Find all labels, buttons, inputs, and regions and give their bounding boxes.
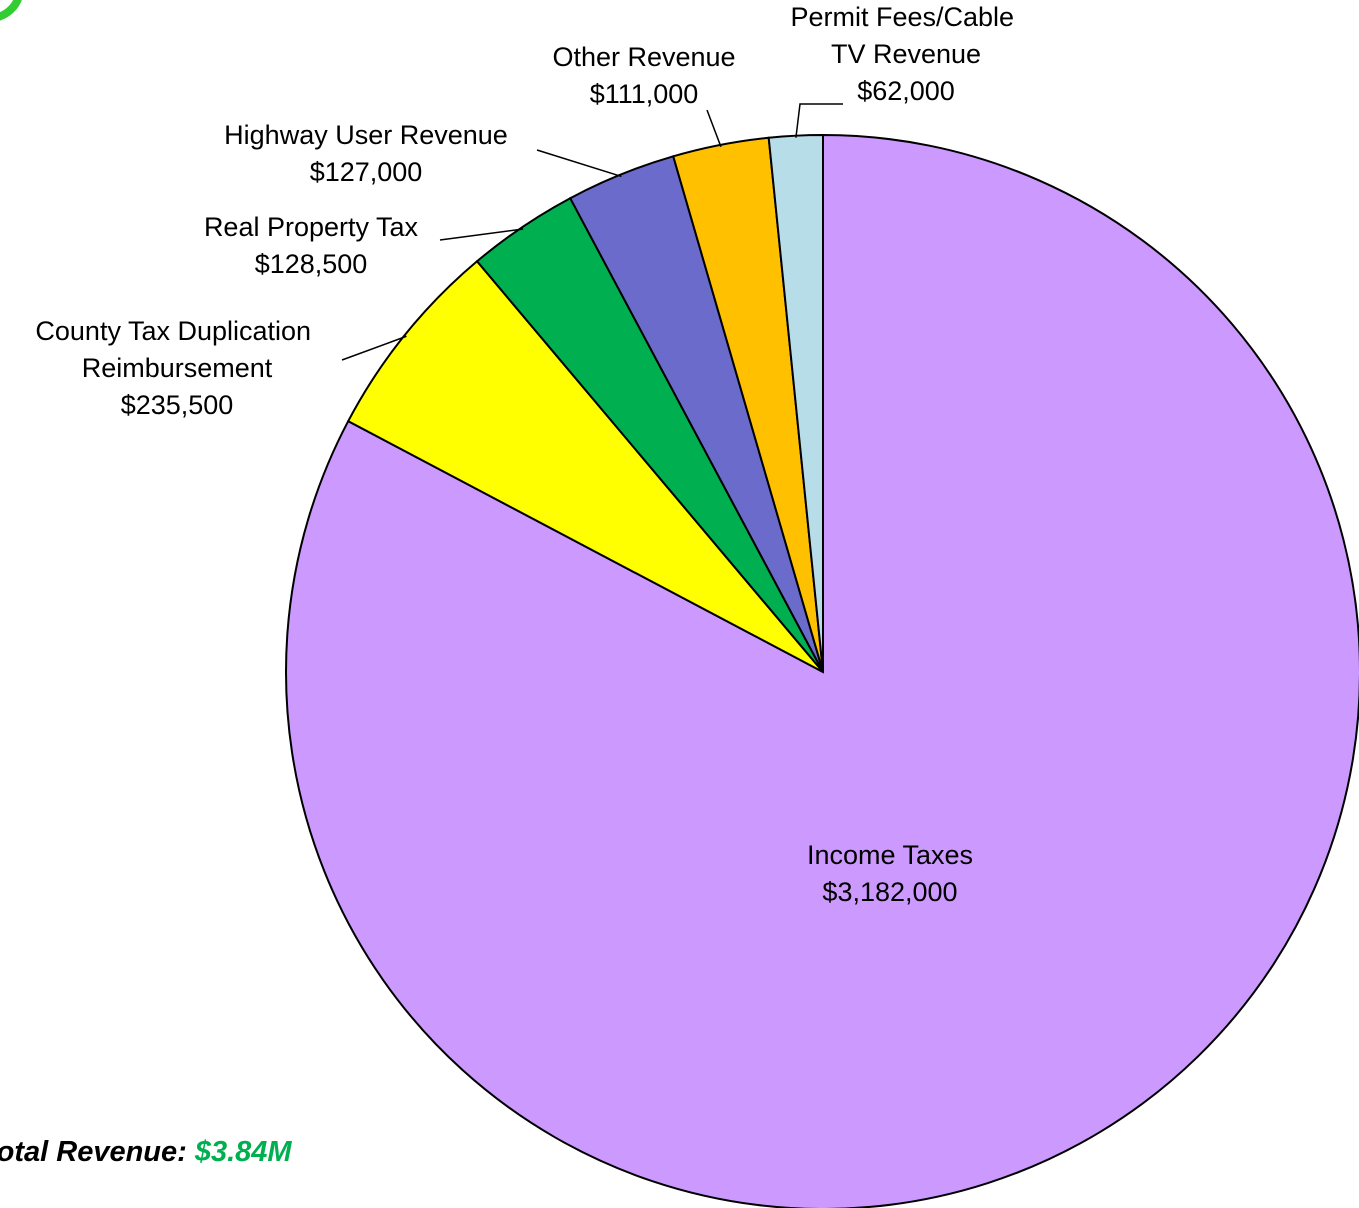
total-annotation: Total Revenue: $3.84M	[0, 1136, 292, 1168]
slice-value-label: $128,500	[255, 249, 368, 279]
slice-value-label: $3,182,000	[822, 877, 957, 907]
slice-label: Income Taxes	[807, 840, 973, 870]
slice-label: County Tax Duplication Reimbursement	[35, 316, 318, 383]
leader-line	[341, 335, 407, 361]
slice-label: Other Revenue	[552, 42, 735, 72]
leader-line	[706, 109, 722, 148]
pie-slice	[346, 259, 824, 673]
slice-label: Real Property Tax	[204, 212, 419, 242]
slice-label: Permit Fees/Cable TV Revenue	[790, 2, 1021, 69]
slice-value-label: $127,000	[310, 157, 423, 187]
leader-line	[536, 149, 622, 178]
corner-decoration	[0, 0, 22, 21]
slice-label: Highway User Revenue	[224, 120, 508, 150]
slice-value-label: $235,500	[121, 390, 234, 420]
slice-value-label: $111,000	[590, 79, 699, 109]
total-value: $3.84M	[194, 1136, 293, 1168]
total-label: Total Revenue:	[0, 1136, 187, 1168]
pie-slice	[285, 133, 1359, 1208]
leader-line	[795, 103, 843, 138]
leader-line	[439, 228, 524, 241]
slice-value-label: $62,000	[857, 76, 955, 106]
